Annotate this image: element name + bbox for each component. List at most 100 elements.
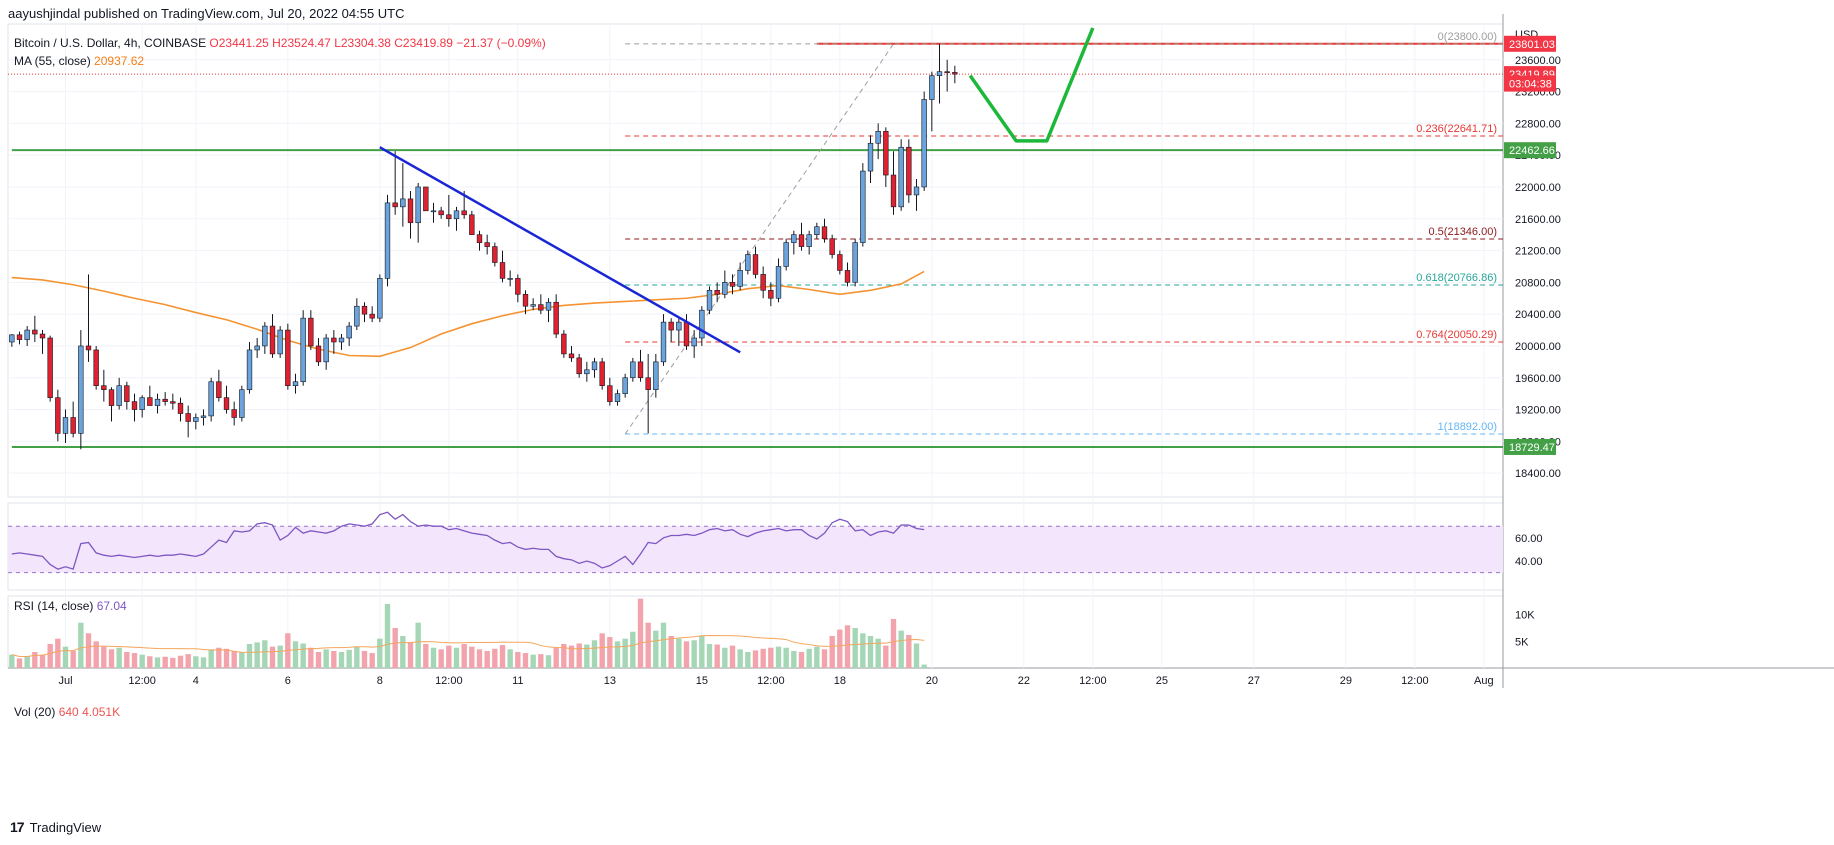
candle-body [277,329,283,355]
volume-bar [453,647,460,668]
volume-bar [131,653,138,668]
price-label-support: 18729.47 [1509,442,1555,454]
candle-body [729,282,736,287]
volume-bar [821,649,828,668]
candle-body [660,321,667,363]
candle [798,222,805,251]
volume-bar [614,641,621,668]
volume-bar [691,640,697,668]
volume-bar [668,636,674,668]
time-tick-label: 15 [696,675,708,687]
candle-body [16,334,23,340]
candle [599,357,605,390]
volume-label[interactable]: Vol (20) [14,705,56,719]
candle [446,194,452,227]
volume-bar [446,645,452,668]
volume-bar [139,654,145,668]
volume-bar [561,644,567,668]
volume-bar [170,657,176,668]
volume-bar [70,650,76,668]
candle-body [101,385,107,390]
volume-bar [883,645,889,668]
candle-body [676,321,682,331]
tradingview-brand[interactable]: TradingView [29,819,102,835]
candle [154,393,161,414]
candle [108,387,115,422]
candle-body [170,401,176,404]
volume-bar [338,652,345,668]
fib-diagonal-line [624,43,894,435]
price-tick-label: 20800.00 [1515,277,1561,289]
candle [423,186,429,212]
candle-body [614,393,621,402]
volume-bar [568,645,575,668]
candle [239,385,245,422]
time-tick-label: 12:00 [1079,675,1107,687]
candle-body [944,71,950,73]
candle [722,270,728,299]
candle-body [522,293,529,307]
candle-body [722,282,728,295]
candle-body [890,174,897,208]
candle [254,338,260,358]
candle [630,357,636,382]
candle [338,334,345,350]
volume-bar [545,655,552,668]
fib-level-label: 1(18892.00) [1438,421,1497,433]
candle [392,151,398,215]
candle-body [683,321,690,347]
candle [944,59,950,92]
candle-body [384,202,391,279]
volume-bar [85,633,92,668]
candle [791,230,797,255]
rsi-tick-label: 60.00 [1515,533,1543,545]
candle-body [446,214,452,220]
time-tick-label: 27 [1248,675,1260,687]
time-tick-label: 12:00 [128,675,156,687]
candle [476,230,483,251]
candle [913,179,920,211]
candle [515,274,521,303]
candle [844,262,851,287]
volume-bar [216,647,222,668]
candle-body [246,349,253,390]
volume-bar [246,644,253,668]
time-tick-label: 11 [512,675,523,687]
candle [246,341,253,394]
volume-bar [16,658,23,668]
candle-body [706,290,713,311]
candle-body [653,361,659,390]
price-tick-label: 21600.00 [1515,214,1561,226]
candle [32,315,38,342]
candle-body [361,305,368,315]
volume-tick-label: 5K [1515,636,1529,648]
candle [147,385,153,406]
publisher-header: aayushjindal published on TradingView.co… [8,6,405,21]
candle [131,393,138,422]
ma-label[interactable]: MA (55, close) [14,54,91,68]
candle [177,397,184,422]
volume-bar [660,622,667,668]
volume-bar [591,640,598,668]
volume-bar [875,638,881,668]
symbol-label[interactable]: Bitcoin / U.S. Dollar, 4h, COINBASE [14,36,207,50]
candle-body [70,417,76,434]
candle [561,330,567,358]
candle-body [507,278,513,280]
candle-body [254,345,260,351]
candle-body [768,290,774,299]
candle-body [798,234,805,247]
candle-body [476,234,483,243]
candle-body [32,329,38,335]
candle [507,270,513,287]
rsi-label[interactable]: RSI (14, close) [14,599,94,613]
candle-body [921,99,927,188]
candle-body [85,345,92,351]
candle [729,274,736,295]
volume-bar [369,653,375,668]
volume-bar [852,628,858,668]
volume-bar [522,653,529,668]
tradingview-logo[interactable]: 17 [10,819,25,835]
fib-level-label: 0.618(20766.86) [1416,272,1497,284]
candle-body [515,278,521,295]
